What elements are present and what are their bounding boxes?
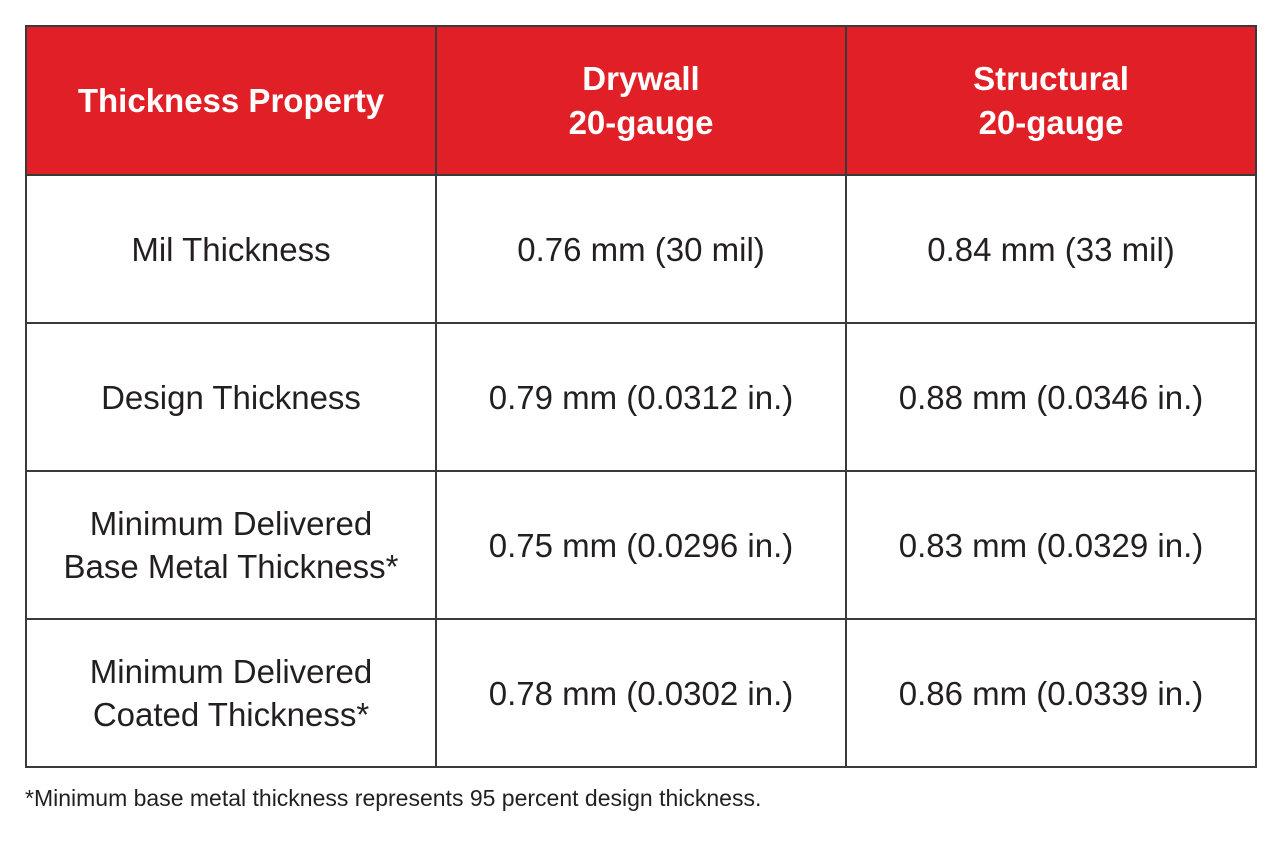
row-drywall-cell: 0.75 mm (0.0296 in.): [435, 470, 847, 620]
row-drywall-cell: 0.78 mm (0.0302 in.): [435, 618, 847, 768]
header-structural-line1: Structural: [973, 59, 1129, 97]
row-structural-cell: 0.83 mm (0.0329 in.): [845, 470, 1257, 620]
row-structural-cell: 0.84 mm (33 mil): [845, 174, 1257, 324]
header-thickness-property: Thickness Property: [25, 25, 437, 176]
row-property-cell: Minimum Delivered Coated Thickness*: [25, 618, 437, 768]
thickness-table-container: Thickness Property Drywall 20-gauge Stru…: [25, 25, 1257, 768]
table-header: Thickness Property Drywall 20-gauge Stru…: [25, 25, 1257, 176]
row-structural-cell: 0.86 mm (0.0339 in.): [845, 618, 1257, 768]
row-structural-cell: 0.88 mm (0.0346 in.): [845, 322, 1257, 472]
header-structural: Structural 20-gauge: [845, 25, 1257, 176]
thickness-table: Thickness Property Drywall 20-gauge Stru…: [25, 25, 1257, 768]
header-property-label: Thickness Property: [77, 81, 385, 119]
footnote: *Minimum base metal thickness represents…: [25, 785, 762, 811]
row-property-line1: Minimum Delivered: [89, 653, 373, 690]
header-structural-line2: 20-gauge: [978, 103, 1124, 141]
row-property-cell: Mil Thickness: [25, 174, 437, 324]
table-body: Mil Thickness 0.76 mm (30 mil) 0.84 mm (…: [25, 174, 1257, 768]
row-property-line1: Design Thickness: [101, 378, 361, 416]
header-drywall-line1: Drywall: [582, 59, 700, 97]
table-row: Mil Thickness 0.76 mm (30 mil) 0.84 mm (…: [25, 174, 1257, 324]
row-property-line1: Mil Thickness: [131, 230, 331, 268]
table-row: Minimum Delivered Base Metal Thickness* …: [25, 470, 1257, 620]
header-drywall: Drywall 20-gauge: [435, 25, 847, 176]
row-property-line2: Coated Thickness*: [92, 696, 370, 733]
row-drywall-cell: 0.76 mm (30 mil): [435, 174, 847, 324]
row-property-line1: Minimum Delivered: [89, 505, 373, 542]
table-row: Design Thickness 0.79 mm (0.0312 in.) 0.…: [25, 322, 1257, 472]
header-drywall-line2: 20-gauge: [568, 103, 714, 141]
header-row: Thickness Property Drywall 20-gauge Stru…: [25, 25, 1257, 176]
row-drywall-cell: 0.79 mm (0.0312 in.): [435, 322, 847, 472]
row-property-line2: Base Metal Thickness*: [63, 548, 399, 585]
table-row: Minimum Delivered Coated Thickness* 0.78…: [25, 618, 1257, 768]
row-property-cell: Minimum Delivered Base Metal Thickness*: [25, 470, 437, 620]
row-property-cell: Design Thickness: [25, 322, 437, 472]
